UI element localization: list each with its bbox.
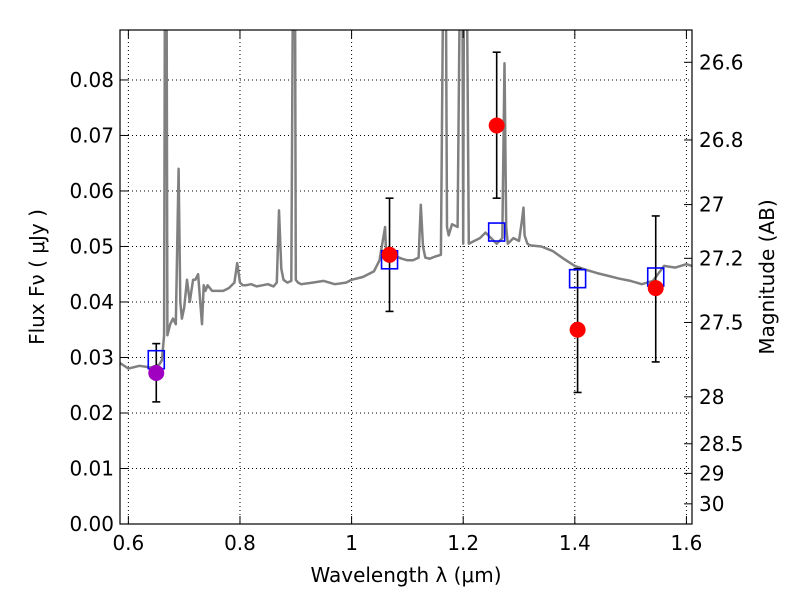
y2-tick-label: 29 — [699, 461, 724, 485]
y2-axis-label: Magnitude (AB) — [755, 199, 779, 354]
x-tick-label: 1.2 — [447, 531, 479, 555]
errorbar-layer — [152, 51, 660, 403]
y-tick-label: 0.01 — [69, 456, 114, 480]
y2-tick-label: 26.6 — [699, 50, 744, 74]
y2-tick-label: 27.5 — [699, 310, 744, 334]
x-tick-label: 1.4 — [559, 531, 591, 555]
observed-point — [148, 365, 165, 382]
tick-layer: 0.6 0.8 1 1.2 1.4 1.6 0.00 0.01 0.02 0.03 0.04 0.05… — [69, 30, 744, 555]
observed-point — [488, 117, 505, 134]
x-axis-label: Wavelength λ (μm) — [310, 563, 501, 587]
y-tick-label: 0.04 — [69, 290, 114, 314]
model-point — [487, 222, 506, 242]
x-tick-label: 1.6 — [671, 531, 703, 555]
y-tick-label: 0.07 — [69, 123, 114, 147]
spectrum-line — [120, 30, 692, 370]
spectrum-layer — [120, 30, 692, 370]
x-tick-label: 1 — [345, 531, 358, 555]
y2-tick-label: 28 — [699, 385, 724, 409]
y-tick-label: 0.02 — [69, 401, 114, 425]
observed-layer — [148, 117, 664, 382]
y2-tick-label: 28.5 — [699, 432, 744, 456]
y2-tick-label: 27.2 — [699, 246, 744, 270]
observed-point — [569, 321, 586, 338]
y2-tick-label: 26.8 — [699, 128, 744, 152]
x-tick-label: 0.8 — [224, 531, 256, 555]
y-tick-label: 0.00 — [69, 512, 114, 536]
y2-tick-label: 30 — [699, 492, 724, 516]
y-tick-label: 0.08 — [69, 68, 114, 92]
observed-point — [647, 280, 664, 297]
model-layer — [147, 222, 665, 370]
plot-frame — [119, 29, 693, 525]
y2-tick-label: 27 — [699, 193, 724, 217]
y-axis-label: Flux Fν ( μJy ) — [25, 209, 49, 345]
observed-point — [381, 246, 398, 263]
model-point — [568, 268, 587, 289]
y-tick-label: 0.06 — [69, 179, 114, 203]
x-tick-label: 0.6 — [112, 531, 144, 555]
grid-layer — [120, 30, 692, 525]
y-tick-label: 0.03 — [69, 345, 114, 369]
y-tick-label: 0.05 — [69, 234, 114, 258]
